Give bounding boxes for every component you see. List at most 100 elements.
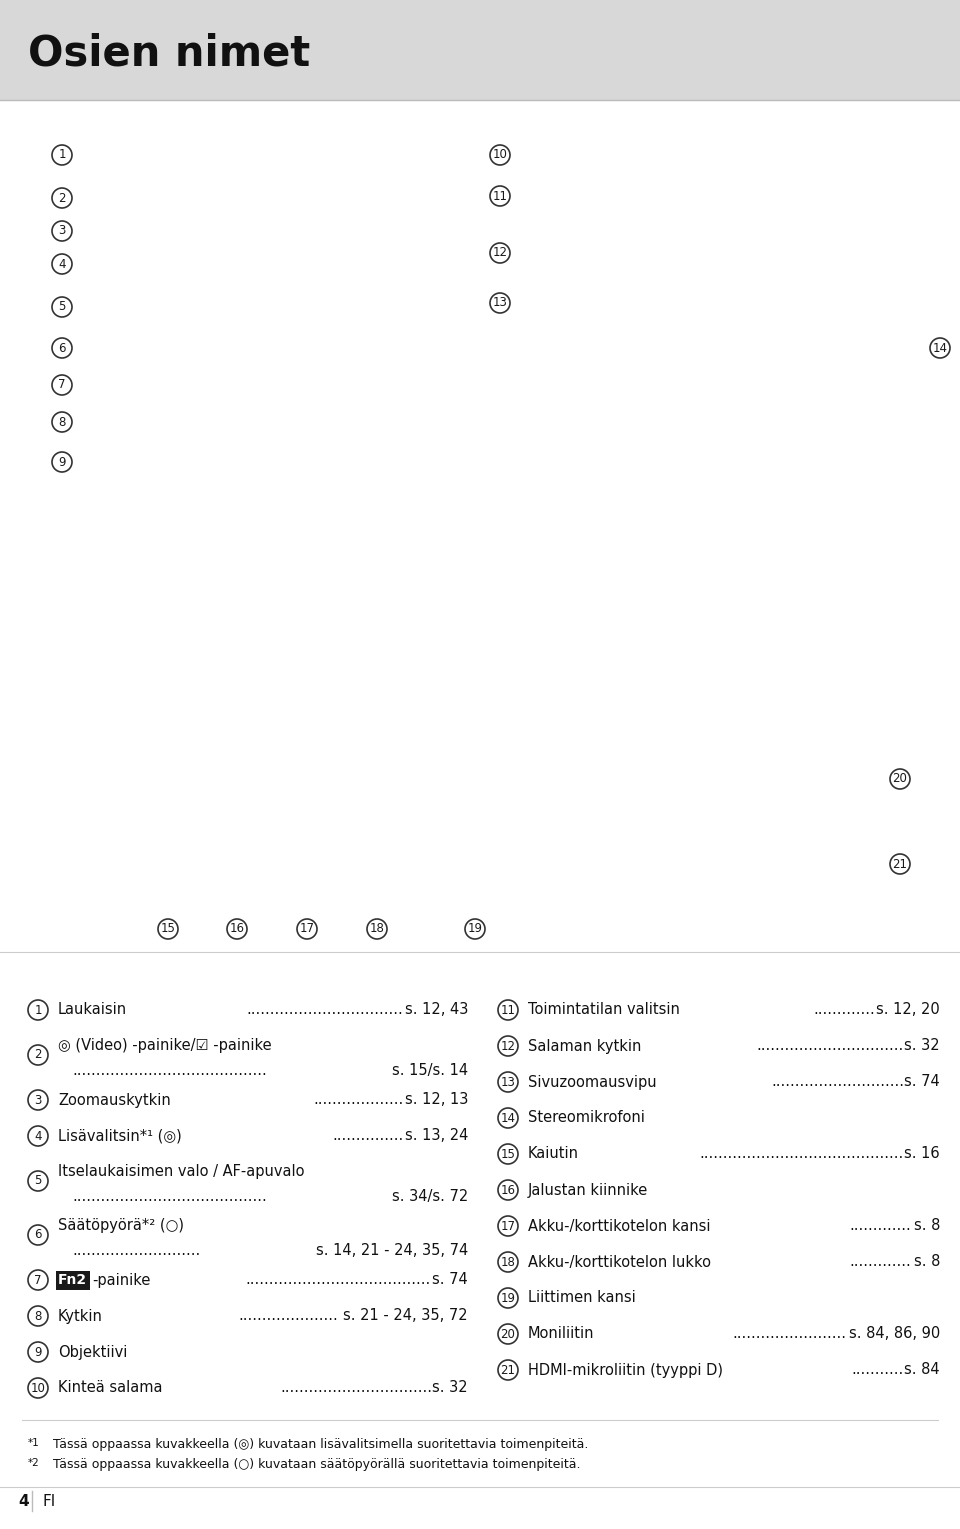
Circle shape	[498, 1287, 518, 1307]
Text: 5: 5	[35, 1174, 41, 1188]
Text: Laukaisin: Laukaisin	[58, 1003, 127, 1017]
Text: 14: 14	[500, 1112, 516, 1124]
Circle shape	[490, 243, 510, 263]
Circle shape	[28, 1044, 48, 1066]
Text: ........................: ........................	[732, 1327, 847, 1341]
Text: Salaman kytkin: Salaman kytkin	[528, 1038, 641, 1053]
Text: 4: 4	[59, 257, 65, 271]
Text: 11: 11	[500, 1003, 516, 1017]
Text: ................................: ................................	[280, 1381, 432, 1396]
Text: 4: 4	[18, 1494, 29, 1509]
Text: ...............: ...............	[332, 1128, 403, 1144]
Text: 13: 13	[492, 297, 508, 309]
Text: Toimintatilan valitsin: Toimintatilan valitsin	[528, 1003, 680, 1017]
Text: Lisävalitsin*¹ (◎): Lisävalitsin*¹ (◎)	[58, 1128, 181, 1144]
Bar	[0, 119, 960, 939]
Text: Liittimen kansi: Liittimen kansi	[528, 1290, 636, 1306]
Text: 19: 19	[468, 922, 483, 936]
Text: s. 8: s. 8	[914, 1219, 940, 1234]
Circle shape	[52, 254, 72, 274]
Text: s. 32: s. 32	[432, 1381, 468, 1396]
Text: Kaiutin: Kaiutin	[528, 1147, 579, 1162]
Text: 12: 12	[500, 1040, 516, 1052]
Bar	[0, 0, 960, 99]
Circle shape	[28, 1000, 48, 1020]
Text: .............: .............	[850, 1254, 911, 1269]
Circle shape	[52, 453, 72, 472]
Text: ...............................: ...............................	[756, 1038, 904, 1053]
Text: 20: 20	[500, 1327, 516, 1341]
Text: Tässä oppaassa kuvakkeella (◎) kuvataan lisävalitsimella suoritettavia toimenpit: Tässä oppaassa kuvakkeella (◎) kuvataan …	[45, 1437, 588, 1451]
Text: s. 32: s. 32	[904, 1038, 940, 1053]
Circle shape	[28, 1125, 48, 1147]
Text: s. 12, 43: s. 12, 43	[404, 1003, 468, 1017]
Text: 9: 9	[59, 456, 65, 468]
Text: s. 12, 20: s. 12, 20	[876, 1003, 940, 1017]
Text: 16: 16	[500, 1183, 516, 1197]
Text: 13: 13	[500, 1075, 516, 1089]
Circle shape	[52, 375, 72, 394]
Text: 8: 8	[35, 1309, 41, 1323]
Text: .............: .............	[850, 1219, 911, 1234]
Text: 2: 2	[59, 191, 65, 205]
Circle shape	[498, 1144, 518, 1164]
Text: 14: 14	[932, 341, 948, 355]
Circle shape	[28, 1306, 48, 1326]
Circle shape	[930, 338, 950, 358]
Circle shape	[52, 411, 72, 433]
Text: 16: 16	[229, 922, 245, 936]
Text: 8: 8	[59, 416, 65, 428]
Text: s. 74: s. 74	[904, 1075, 940, 1090]
Circle shape	[890, 769, 910, 789]
Text: 21: 21	[500, 1364, 516, 1376]
Text: HDMI-mikroliitin (tyyppi D): HDMI-mikroliitin (tyyppi D)	[528, 1362, 723, 1378]
Text: s. 84, 86, 90: s. 84, 86, 90	[849, 1327, 940, 1341]
Text: Itselaukaisimen valo / AF-apuvalo: Itselaukaisimen valo / AF-apuvalo	[58, 1164, 304, 1179]
Circle shape	[498, 1000, 518, 1020]
Text: 3: 3	[35, 1093, 41, 1107]
Circle shape	[367, 919, 387, 939]
Text: 15: 15	[160, 922, 176, 936]
Circle shape	[28, 1378, 48, 1398]
Text: 17: 17	[300, 922, 315, 936]
Text: *2: *2	[28, 1459, 39, 1468]
Text: 15: 15	[500, 1147, 516, 1161]
Text: Sivuzoomausvipu: Sivuzoomausvipu	[528, 1075, 657, 1090]
Circle shape	[28, 1342, 48, 1362]
Text: 18: 18	[500, 1255, 516, 1269]
Text: Moniliitin: Moniliitin	[528, 1327, 594, 1341]
Text: ...........................................: ........................................…	[700, 1147, 904, 1162]
Text: Osien nimet: Osien nimet	[28, 34, 310, 75]
Text: 17: 17	[500, 1220, 516, 1232]
Circle shape	[52, 145, 72, 165]
Text: Kinteä salama: Kinteä salama	[58, 1381, 162, 1396]
Circle shape	[498, 1072, 518, 1092]
Text: 6: 6	[35, 1228, 41, 1242]
Circle shape	[227, 919, 247, 939]
Circle shape	[490, 187, 510, 206]
Text: Akku-/korttikotelon kansi: Akku-/korttikotelon kansi	[528, 1219, 710, 1234]
Text: ............................: ............................	[771, 1075, 904, 1090]
Text: Objektiivi: Objektiivi	[58, 1344, 128, 1359]
Text: Akku-/korttikotelon lukko: Akku-/korttikotelon lukko	[528, 1254, 711, 1269]
Text: ...........: ...........	[852, 1362, 904, 1378]
Text: Jalustan kiinnike: Jalustan kiinnike	[528, 1182, 648, 1197]
Text: .....................: .....................	[239, 1309, 338, 1324]
Text: s. 15/s. 14: s. 15/s. 14	[392, 1063, 468, 1078]
Text: s. 34/s. 72: s. 34/s. 72	[392, 1188, 468, 1203]
Text: 7: 7	[59, 379, 65, 391]
Circle shape	[28, 1271, 48, 1290]
Text: 6: 6	[59, 341, 65, 355]
Text: s. 8: s. 8	[914, 1254, 940, 1269]
Text: Stereomikrofoni: Stereomikrofoni	[528, 1110, 645, 1125]
Circle shape	[28, 1090, 48, 1110]
Text: 7: 7	[35, 1274, 41, 1286]
Text: s. 12, 13: s. 12, 13	[404, 1093, 468, 1107]
Circle shape	[490, 145, 510, 165]
Circle shape	[28, 1225, 48, 1245]
Text: 1: 1	[35, 1003, 41, 1017]
Circle shape	[52, 297, 72, 317]
Text: Fn2: Fn2	[58, 1274, 87, 1287]
Circle shape	[498, 1359, 518, 1381]
Text: 9: 9	[35, 1346, 41, 1358]
